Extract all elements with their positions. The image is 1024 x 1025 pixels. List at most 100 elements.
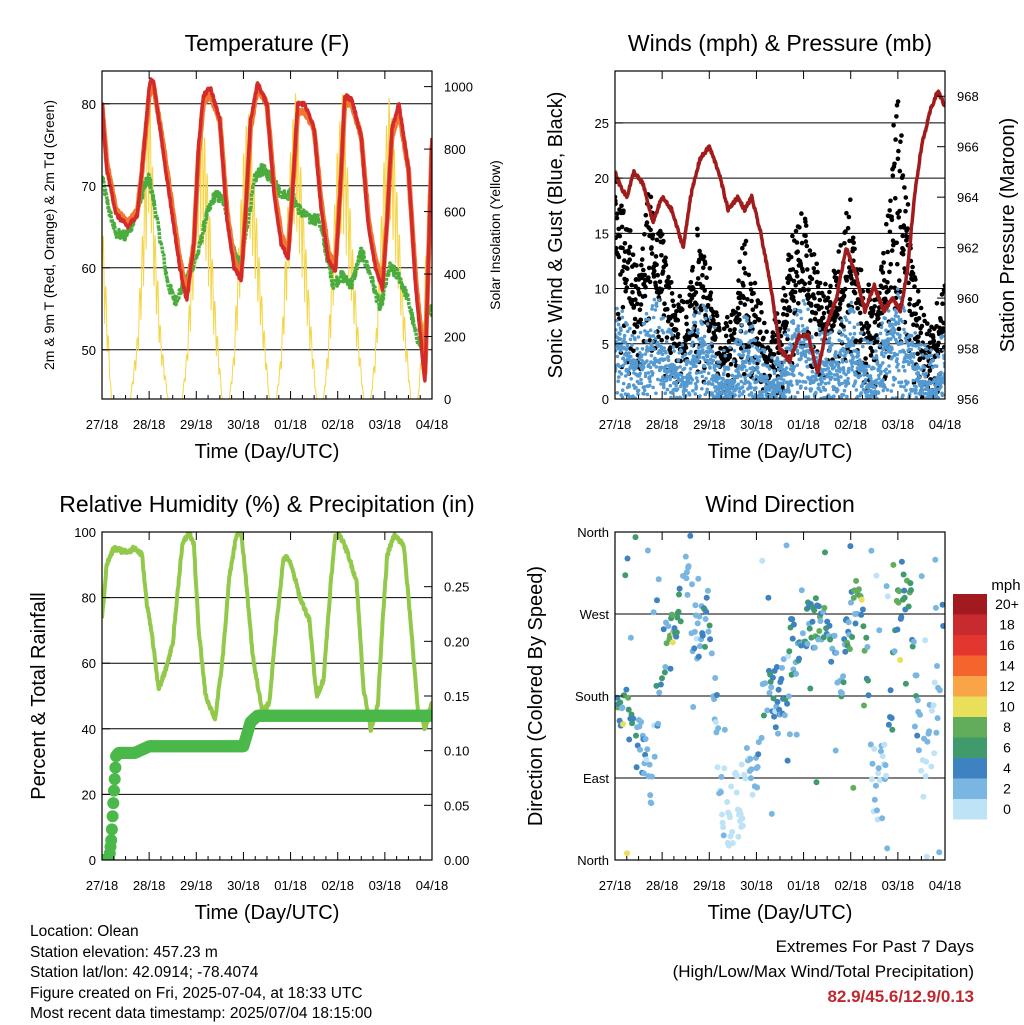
direction-point	[654, 597, 660, 604]
sonic-wind-point	[691, 326, 695, 330]
sonic-wind-point	[690, 340, 695, 345]
y-right-tick-label: 1000	[444, 80, 473, 95]
direction-point	[901, 594, 908, 601]
sonic-wind-point	[827, 336, 832, 341]
direction-point	[737, 811, 744, 817]
direction-point	[884, 593, 891, 600]
sonic-wind-point	[687, 392, 692, 397]
gust-point	[887, 229, 893, 235]
gust-point	[650, 236, 655, 241]
gust-point	[727, 338, 732, 344]
gust-point	[866, 282, 871, 288]
sonic-wind-point	[889, 328, 893, 333]
sonic-wind-point	[825, 360, 830, 365]
sonic-wind-point	[860, 361, 864, 365]
sonic-wind-point	[697, 355, 702, 359]
gust-point	[732, 327, 737, 332]
sonic-wind-point	[838, 367, 843, 371]
sonic-wind-point	[781, 381, 785, 386]
direction-point	[873, 572, 880, 579]
gust-point	[940, 301, 945, 307]
gust-point	[619, 224, 625, 230]
sonic-wind-point	[890, 322, 894, 327]
sonic-wind-point	[906, 348, 910, 353]
direction-point	[891, 648, 898, 655]
sonic-wind-point	[653, 330, 657, 334]
gust-point	[837, 301, 843, 307]
sonic-wind-point	[663, 357, 667, 362]
y-tick-label: North	[577, 853, 609, 868]
direction-point	[747, 775, 754, 782]
sonic-wind-point	[742, 389, 746, 394]
direction-point	[633, 732, 639, 739]
x-tick-label: 02/18	[834, 417, 867, 432]
y-tick-label: 60	[82, 261, 96, 276]
sonic-wind-point	[893, 308, 897, 312]
sonic-wind-point	[786, 328, 791, 332]
x-tick-label: 27/18	[599, 878, 632, 893]
direction-point	[872, 782, 879, 789]
gust-point	[888, 285, 894, 290]
gust-point	[627, 244, 633, 250]
direction-point	[766, 689, 773, 696]
direction-point	[775, 730, 781, 737]
sonic-wind-point	[878, 343, 882, 348]
sonic-wind-point	[653, 336, 658, 341]
sonic-wind-point	[804, 359, 808, 364]
sonic-wind-point	[872, 366, 876, 371]
sonic-wind-point	[671, 391, 675, 396]
gust-point	[799, 211, 804, 216]
sonic-wind-point	[764, 390, 768, 394]
precip-point	[106, 810, 119, 823]
direction-point	[758, 734, 765, 741]
gust-point	[876, 315, 881, 321]
gust-point	[787, 308, 793, 314]
sonic-wind-point	[750, 344, 755, 348]
sonic-wind-point	[914, 385, 918, 389]
gust-point	[942, 283, 945, 289]
direction-point	[643, 756, 650, 763]
precip-points	[102, 709, 432, 860]
x-axis: 27/18 28/18 29/18 30/18 01/18 02/18 03/18 04/18	[599, 71, 961, 432]
sonic-wind-point	[689, 343, 694, 348]
sonic-wind-point	[901, 364, 906, 369]
direction-point	[617, 699, 624, 706]
direction-point	[683, 575, 690, 582]
gust-point	[784, 320, 789, 326]
sonic-wind-point	[936, 354, 941, 359]
direction-point	[632, 534, 639, 541]
gust-point	[863, 356, 868, 361]
sonic-wind-point	[698, 351, 703, 356]
sonic-wind-point	[642, 392, 646, 396]
direction-point	[638, 719, 645, 725]
sonic-wind-point	[840, 339, 844, 344]
gust-point	[815, 269, 820, 275]
sonic-wind-point	[728, 345, 732, 350]
gust-point	[656, 334, 661, 340]
sonic-wind-point	[789, 363, 794, 368]
direction-point	[928, 707, 935, 714]
sonic-wind-point	[717, 364, 721, 369]
direction-point	[789, 635, 796, 642]
sonic-wind-point	[683, 352, 688, 357]
direction-point	[868, 547, 875, 554]
sonic-wind-point	[748, 382, 752, 386]
gust-point	[649, 251, 655, 256]
direction-point	[739, 822, 746, 829]
sonic-wind-point	[885, 332, 889, 337]
direction-point	[796, 655, 802, 662]
legend-label: 2	[1003, 781, 1011, 797]
sonic-wind-point	[781, 378, 786, 382]
sonic-wind-point	[792, 307, 797, 312]
sonic-wind-point	[793, 395, 797, 399]
sonic-wind-point	[676, 358, 681, 362]
sonic-wind-point	[740, 367, 744, 372]
sonic-wind-point	[860, 384, 864, 389]
sonic-wind-point	[645, 330, 650, 335]
direction-point	[875, 770, 882, 777]
legend-swatch	[953, 758, 987, 779]
gust-point	[634, 263, 639, 268]
direction-point	[646, 761, 653, 768]
x-tick-label: 02/18	[321, 417, 354, 432]
gust-point	[834, 275, 839, 281]
